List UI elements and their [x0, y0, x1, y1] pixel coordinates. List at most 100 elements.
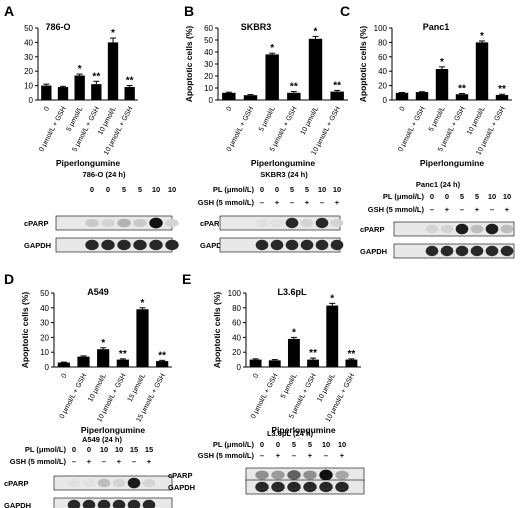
bar	[435, 69, 449, 100]
pl-value: 0	[445, 192, 449, 201]
blot-band	[303, 481, 317, 493]
pl-value: 0	[430, 192, 434, 201]
bar	[415, 92, 429, 100]
blot-band	[165, 239, 179, 251]
chart-title: 786-O	[45, 22, 70, 32]
blot-band	[455, 245, 469, 257]
panel-label: E	[182, 271, 191, 287]
significance-mark: *	[314, 26, 318, 37]
bar	[326, 305, 339, 367]
category-label: 0 μmol/L + GSH	[59, 373, 89, 420]
band-label: cPARP	[24, 219, 48, 228]
gsh-value: +	[117, 457, 122, 466]
pl-value: 5	[460, 192, 464, 201]
blot-band	[133, 239, 147, 251]
gsh-value: –	[320, 198, 324, 207]
pl-value: 0	[260, 440, 264, 449]
gsh-value: –	[490, 205, 494, 214]
blot-band	[97, 499, 111, 508]
blot-band	[101, 218, 115, 228]
western-blot: L3.6pL (24 h) PL (μmol/L) GSH (5 mmol/L) 0 –…	[168, 429, 365, 495]
bar	[249, 359, 262, 367]
pl-value: 0	[90, 185, 94, 194]
blot-band	[127, 477, 141, 489]
gsh-value: +	[475, 205, 480, 214]
y-tick-label: 40	[232, 333, 241, 342]
blot-strip	[53, 497, 173, 508]
category-label: 5 μmol/L	[280, 373, 299, 400]
pl-row-label: PL (μmol/L)	[383, 192, 425, 201]
bar	[57, 362, 70, 367]
band-label: cPARP	[200, 219, 224, 228]
bar	[308, 38, 323, 100]
significance-mark: **	[498, 84, 506, 95]
pl-row-label: PL (μmol/L)	[25, 445, 67, 454]
gsh-value: –	[102, 457, 106, 466]
significance-mark: *	[101, 338, 105, 349]
x-axis-label: Piperlongumine	[251, 158, 316, 168]
bar	[77, 356, 90, 367]
gsh-row-label: GSH (5 mmol/L)	[10, 457, 67, 466]
y-axis-label: Apoptotic cells (%)	[184, 26, 194, 103]
band-label: cPARP	[168, 471, 192, 480]
y-axis-label: Apoptotic cells (%)	[212, 292, 222, 369]
y-tick-label: 0	[209, 96, 214, 105]
blot-band	[470, 245, 484, 257]
bar	[124, 87, 135, 100]
western-blot: 786-O (24 h) 0 0 5 5 10 10 cPARP GAPDH	[24, 170, 179, 253]
blot-band	[67, 479, 81, 487]
panel-label: B	[184, 3, 194, 19]
y-axis-label: Apoptotic cells (%)	[358, 26, 368, 103]
bar	[136, 309, 149, 367]
gsh-value: +	[276, 451, 281, 460]
pl-value: 10	[338, 440, 346, 449]
y-tick-label: 20	[204, 72, 213, 81]
blot-band	[300, 239, 314, 251]
category-label: 15 μmol/L	[127, 373, 148, 404]
gsh-value: +	[505, 205, 510, 214]
category-label: 10 μmol/L	[300, 106, 321, 137]
x-axis-label: Piperlongumine	[420, 158, 485, 168]
gsh-value: +	[147, 457, 152, 466]
panel-label: A	[4, 3, 14, 19]
blot-band	[142, 478, 156, 488]
bar	[91, 84, 102, 100]
panel-label: D	[4, 271, 14, 287]
bar	[97, 349, 110, 367]
blot-band	[101, 239, 115, 251]
significance-mark: **	[119, 349, 127, 360]
y-tick-label: 50	[40, 289, 49, 298]
gsh-value: –	[292, 451, 296, 460]
bar	[41, 85, 52, 100]
blot-title: A549 (24 h)	[82, 435, 123, 444]
band-label: cPARP	[360, 225, 384, 234]
y-tick-label: 80	[378, 38, 387, 47]
pl-value: 5	[138, 185, 142, 194]
blot-band	[335, 470, 349, 480]
bar	[495, 94, 509, 100]
gsh-value: –	[290, 198, 294, 207]
gsh-value: –	[132, 457, 136, 466]
band-label: GAPDH	[360, 247, 387, 256]
blot-band	[287, 481, 301, 493]
blot-title: L3.6pL (24 h)	[267, 429, 314, 438]
blot-band	[82, 499, 96, 508]
significance-mark: **	[458, 84, 466, 95]
blot-band	[117, 218, 131, 228]
blot-band	[127, 499, 141, 508]
gsh-value: +	[308, 451, 313, 460]
pl-value: 10	[503, 192, 511, 201]
bar	[395, 92, 409, 100]
blot-band	[133, 218, 147, 228]
blot-band	[271, 481, 285, 493]
pl-row-label: PL (μmol/L)	[213, 440, 255, 449]
pl-value: 10	[168, 185, 176, 194]
category-label: 0	[226, 106, 234, 113]
gsh-value: +	[340, 451, 345, 460]
significance-mark: **	[290, 82, 298, 93]
category-label: 0	[252, 373, 260, 380]
category-label: 0	[399, 106, 407, 113]
significance-mark: **	[348, 349, 356, 360]
blot-band	[287, 470, 301, 480]
